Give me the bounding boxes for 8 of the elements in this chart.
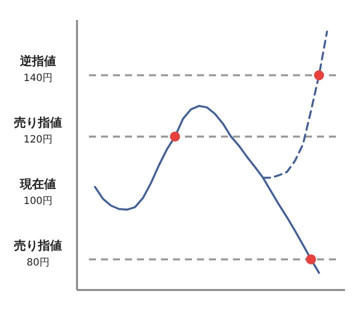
y-tick-label: 120円 (23, 134, 53, 146)
ref-line-label: 売り指値 (14, 238, 62, 252)
y-tick-label: 80円 (26, 257, 50, 268)
ref-line-label: 逆指値 (19, 54, 56, 68)
y-tick-label: 140円 (23, 73, 53, 84)
y-tick-label: 100円 (23, 196, 53, 207)
ref-line-label: 売り指値 (14, 116, 62, 130)
text: 現在値 (19, 176, 56, 191)
